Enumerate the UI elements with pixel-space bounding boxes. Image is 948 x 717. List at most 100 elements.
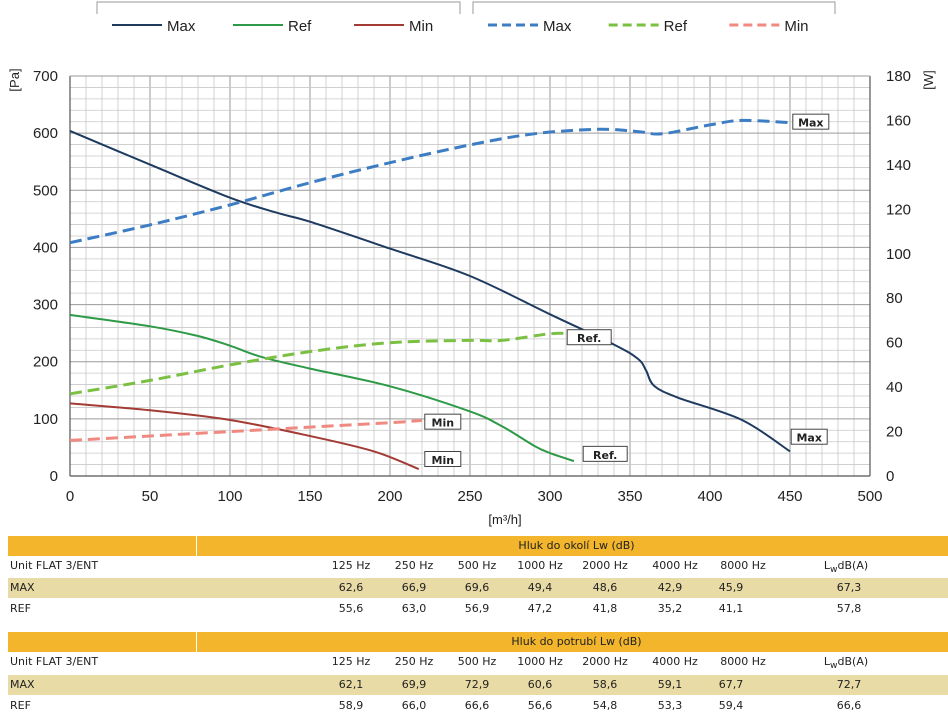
col-header: 8000 Hz <box>720 559 766 572</box>
col-header: 2000 Hz <box>582 559 628 572</box>
col-header: 1000 Hz <box>517 655 563 668</box>
y2-tick-label: 160 <box>886 112 911 129</box>
legend-label: Ref <box>664 18 688 35</box>
col-header: 250 Hz <box>394 655 434 668</box>
table-columns-row: Unit FLAT 3/ENT 125 Hz 250 Hz 500 Hz 100… <box>8 652 948 672</box>
table-cell: 67,3 <box>836 581 862 594</box>
table-cell: 62,6 <box>338 581 364 594</box>
table-cell: 69,6 <box>464 581 490 594</box>
table-cell: 66,0 <box>401 699 427 712</box>
unit-label: Unit FLAT 3/ENT <box>10 655 99 668</box>
axes <box>69 75 871 477</box>
y2-tick-label: 180 <box>886 68 911 85</box>
table-cell: 60,6 <box>527 678 553 691</box>
table-cell: 53,3 <box>657 699 683 712</box>
col-header: 4000 Hz <box>652 559 698 572</box>
col-header: 250 Hz <box>394 559 434 572</box>
x-tick-label: 300 <box>537 488 562 505</box>
legend-label: Ref <box>288 18 312 35</box>
annotations: Max Ref. Min Max Ref. Min <box>424 113 830 467</box>
y-tick-label: 500 <box>33 182 58 199</box>
legend: Max Ref Min Max Ref Min <box>96 1 836 35</box>
table-columns-row: Unit FLAT 3/ENT 125 Hz 250 Hz 500 Hz 100… <box>8 556 948 576</box>
table-cell: 47,2 <box>527 602 553 615</box>
annotation-label: Min <box>432 417 455 430</box>
lw-sub: w <box>830 564 838 576</box>
table-cell: 66,9 <box>401 581 427 594</box>
annotation-box <box>424 451 462 467</box>
series-line-ref-power <box>69 331 575 396</box>
table-cell: 55,6 <box>338 602 364 615</box>
legend-label: Max <box>167 18 196 35</box>
x-axis-label: [m³/h] <box>488 512 521 527</box>
lw-sub: w <box>830 660 838 672</box>
series-lines <box>69 118 791 471</box>
table-cell: 62,1 <box>338 678 364 691</box>
table-cell: 63,0 <box>401 602 427 615</box>
table-row: REF 55,6 63,0 56,9 47,2 41,8 35,2 41,1 5… <box>8 599 948 619</box>
legend-label: Min <box>784 18 808 35</box>
table-cell: 42,9 <box>657 581 683 594</box>
y-tick-label: 300 <box>33 297 58 314</box>
table-row: MAX 62,6 66,9 69,6 49,4 48,6 42,9 45,9 6… <box>8 578 948 598</box>
noise-table-duct: Hluk do potrubí Lw (dB) Unit FLAT 3/ENT … <box>8 632 948 717</box>
noise-table-surroundings: Hluk do okolí Lw (dB) Unit FLAT 3/ENT 12… <box>8 536 948 620</box>
table-cell: 66,6 <box>836 699 862 712</box>
col-header-lw: LwdB(A) <box>816 559 876 575</box>
annotation-box <box>566 329 612 346</box>
x-tick-label: 100 <box>217 488 242 505</box>
col-header: 1000 Hz <box>517 559 563 572</box>
table-cell: 67,7 <box>718 678 744 691</box>
annotation-box <box>582 445 628 462</box>
table-cell: 56,9 <box>464 602 490 615</box>
x-tick-label: 350 <box>617 488 642 505</box>
unit-label: Unit FLAT 3/ENT <box>10 559 99 572</box>
y2-tick-label: 40 <box>886 379 903 396</box>
x-tick-label: 450 <box>777 488 802 505</box>
lw-prefix: L <box>823 655 830 668</box>
lw-prefix: L <box>823 559 830 572</box>
col-header: 4000 Hz <box>652 655 698 668</box>
table-cell: 58,9 <box>338 699 364 712</box>
row-label: MAX <box>10 678 35 691</box>
table-cell: 49,4 <box>527 581 553 594</box>
y2-tick-label: 0 <box>886 468 894 485</box>
table-cell: 72,9 <box>464 678 490 691</box>
col-header: 2000 Hz <box>582 655 628 668</box>
annotation-label: Ref. <box>593 449 617 462</box>
table-cell: 69,9 <box>401 678 427 691</box>
table-cell: 59,1 <box>657 678 683 691</box>
x-tick-label: 0 <box>66 488 74 505</box>
annotation-label: Max <box>798 117 823 130</box>
table-cell: 35,2 <box>657 602 683 615</box>
legend-label: Min <box>409 18 433 35</box>
table-cell: 45,9 <box>718 581 744 594</box>
col-header: 500 Hz <box>457 559 497 572</box>
col-header: 125 Hz <box>331 559 371 572</box>
table-cell: 66,6 <box>464 699 490 712</box>
table-header-bar: Hluk do potrubí Lw (dB) <box>8 632 948 652</box>
legend-bracket <box>472 1 836 14</box>
y2-tick-label: 20 <box>886 424 903 441</box>
series-line-min-pressure <box>69 402 420 471</box>
y2-tick-label: 140 <box>886 157 911 174</box>
table-cell: 59,4 <box>718 699 744 712</box>
y-tick-label: 200 <box>33 354 58 371</box>
header-separator <box>196 632 197 652</box>
y2-tick-label: 80 <box>886 290 903 307</box>
legend-label: Max <box>543 18 572 35</box>
row-label: REF <box>10 699 31 712</box>
annotation-label: Min <box>432 454 455 467</box>
y-tick-label: 700 <box>33 68 58 85</box>
col-header: 500 Hz <box>457 655 497 668</box>
col-header-lw: LwdB(A) <box>816 655 876 671</box>
x-tick-label: 50 <box>142 488 159 505</box>
x-tick-label: 200 <box>377 488 402 505</box>
table-row: REF 58,9 66,0 66,6 56,6 54,8 53,3 59,4 6… <box>8 696 948 716</box>
dba-label: dB(A) <box>837 655 869 668</box>
series-line-max-power <box>69 118 791 245</box>
tick-labels: 0 50 100 150 200 250 300 350 400 450 5000100200300… <box>33 68 911 505</box>
annotation-box <box>792 113 830 130</box>
fan-performance-chart: Max Ref Min Max Ref Min 0 50 100 150 200 250 300 350… <box>7 1 936 527</box>
table-cell: 56,6 <box>527 699 553 712</box>
